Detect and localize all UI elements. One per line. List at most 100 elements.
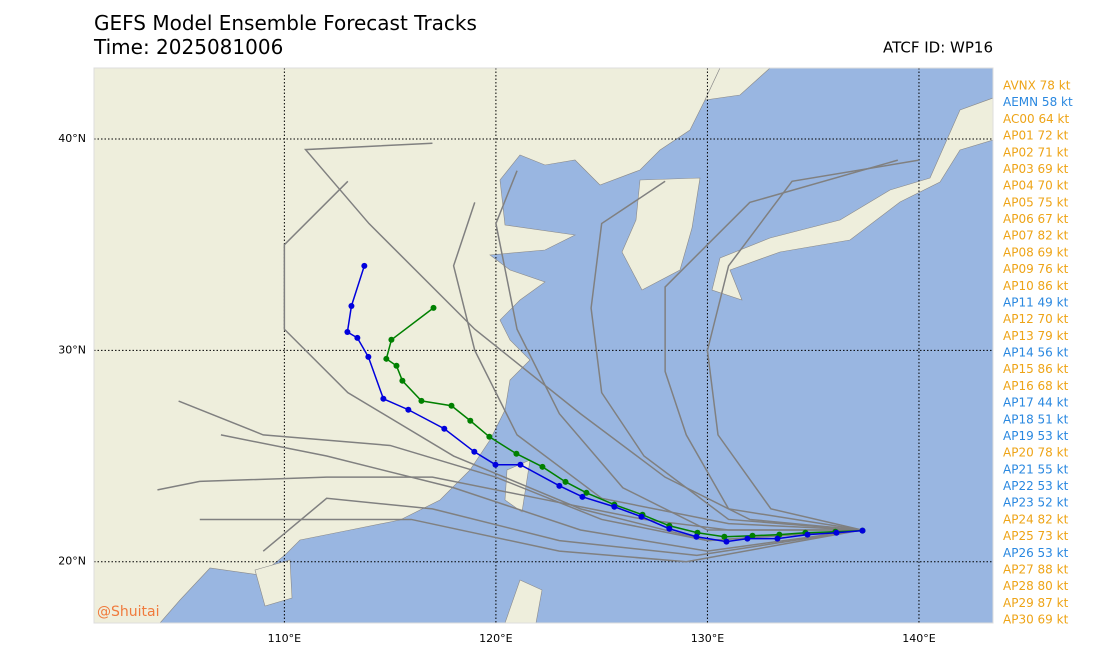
track-point <box>354 334 361 341</box>
track-line <box>157 476 862 531</box>
land-mainland <box>94 68 721 623</box>
x-tick-label: 120°E <box>479 632 512 645</box>
track-point <box>666 525 673 532</box>
track-point <box>721 533 728 540</box>
x-tick-label: 110°E <box>268 632 301 645</box>
y-tick-label: 20°N <box>58 555 86 568</box>
track-point <box>562 478 569 485</box>
legend-entry: AP26 53 kt <box>1003 546 1069 560</box>
map-area: @Shuitai <box>94 68 993 623</box>
track-line <box>303 142 862 531</box>
track-point <box>638 513 645 520</box>
legend-entry: AP05 75 kt <box>1003 195 1069 209</box>
legend-entry: AP24 82 kt <box>1003 512 1069 526</box>
y-tick-label: 40°N <box>58 132 86 145</box>
legend-entry: AC00 64 kt <box>1003 112 1069 126</box>
land-hainan <box>254 559 293 607</box>
track-point <box>583 489 590 496</box>
track-point <box>430 304 437 311</box>
legend-entry: AVNX 78 kt <box>1003 79 1071 93</box>
track-point <box>467 417 474 424</box>
x-tick-label: 140°E <box>902 632 935 645</box>
track-point <box>492 461 499 468</box>
track-line <box>590 180 862 531</box>
x-tick-label: 130°E <box>691 632 724 645</box>
land-korea <box>621 177 701 291</box>
legend-entry: AP20 78 kt <box>1003 446 1069 460</box>
track-point <box>774 535 781 542</box>
tracks <box>157 142 920 563</box>
track-line <box>495 170 862 531</box>
track-point <box>859 527 866 534</box>
legend-entry: AP13 79 kt <box>1003 329 1069 343</box>
track-point <box>393 362 400 369</box>
legend-entry: AEMN 58 kt <box>1003 95 1073 109</box>
track-line <box>262 497 862 557</box>
legend-entry: AP28 80 kt <box>1003 579 1069 593</box>
legend-entry: AP29 87 kt <box>1003 596 1069 610</box>
track-point <box>380 395 387 402</box>
track-point <box>418 397 425 404</box>
track-point <box>723 538 730 545</box>
legend: AVNX 78 kt AEMN 58 kt AC00 64 kt AP01 72 kt… <box>1003 79 1073 627</box>
track-point <box>365 353 372 360</box>
legend-entry: AP22 53 kt <box>1003 479 1069 493</box>
track-point <box>399 377 406 384</box>
legend-entry: AP27 88 kt <box>1003 562 1069 576</box>
map-frame <box>93 67 994 624</box>
legend-entry: AP12 70 kt <box>1003 312 1069 326</box>
track-line <box>199 518 862 563</box>
track-point <box>441 425 448 432</box>
legend-entry: AP25 73 kt <box>1003 529 1069 543</box>
legend-entry: AP23 52 kt <box>1003 496 1069 510</box>
track-point <box>361 262 368 269</box>
track-point <box>749 532 756 539</box>
track-point <box>344 328 351 335</box>
legend-entry: AP07 82 kt <box>1003 229 1069 243</box>
track-line <box>452 202 862 531</box>
track-point <box>517 461 524 468</box>
track-point <box>388 336 395 343</box>
track-point <box>833 529 840 536</box>
legend-entry: AP03 69 kt <box>1003 162 1069 176</box>
watermark: @Shuitai <box>97 604 159 620</box>
map-title: GEFS Model Ensemble Forecast Tracks <box>94 11 477 35</box>
track-point <box>579 493 586 500</box>
legend-entry: AP15 86 kt <box>1003 362 1069 376</box>
land-russia <box>704 68 771 101</box>
track-point <box>744 535 751 542</box>
track-line <box>706 159 920 531</box>
track-point <box>513 450 520 457</box>
track-line <box>283 180 862 542</box>
legend-entry: AP14 56 kt <box>1003 346 1069 360</box>
track-point <box>556 482 563 489</box>
atcf-id: ATCF ID: WP16 <box>883 39 993 57</box>
track-point <box>471 448 478 455</box>
legend-entry: AP17 44 kt <box>1003 396 1069 410</box>
track-point <box>448 402 455 409</box>
legend-entry: AP18 51 kt <box>1003 412 1069 426</box>
track-point <box>693 533 700 540</box>
track-point <box>804 531 811 538</box>
tick-labels: 110°E 120°E 130°E 140°E 20°N 30°N 40°N <box>58 132 935 645</box>
legend-entry: AP08 69 kt <box>1003 245 1069 259</box>
legend-entry: AP06 67 kt <box>1003 212 1069 226</box>
legend-entry: AP30 69 kt <box>1003 613 1069 627</box>
legend-entry: AP10 86 kt <box>1003 279 1069 293</box>
legend-entry: AP19 53 kt <box>1003 429 1069 443</box>
legend-entry: AP01 72 kt <box>1003 129 1069 143</box>
land-luzon <box>504 579 543 623</box>
legend-entry: AP16 68 kt <box>1003 379 1069 393</box>
y-tick-label: 30°N <box>58 343 86 356</box>
track-line <box>220 434 862 552</box>
map-subtitle: Time: 2025081006 <box>93 35 283 59</box>
legend-entry: AP02 71 kt <box>1003 145 1069 159</box>
legend-entry: AP21 55 kt <box>1003 462 1069 476</box>
legend-entry: AP11 49 kt <box>1003 295 1069 309</box>
legend-entry: AP09 76 kt <box>1003 262 1069 276</box>
legend-entry: AP04 70 kt <box>1003 179 1069 193</box>
track-point <box>486 433 493 440</box>
track-point <box>539 463 546 470</box>
land-japan <box>711 97 993 301</box>
